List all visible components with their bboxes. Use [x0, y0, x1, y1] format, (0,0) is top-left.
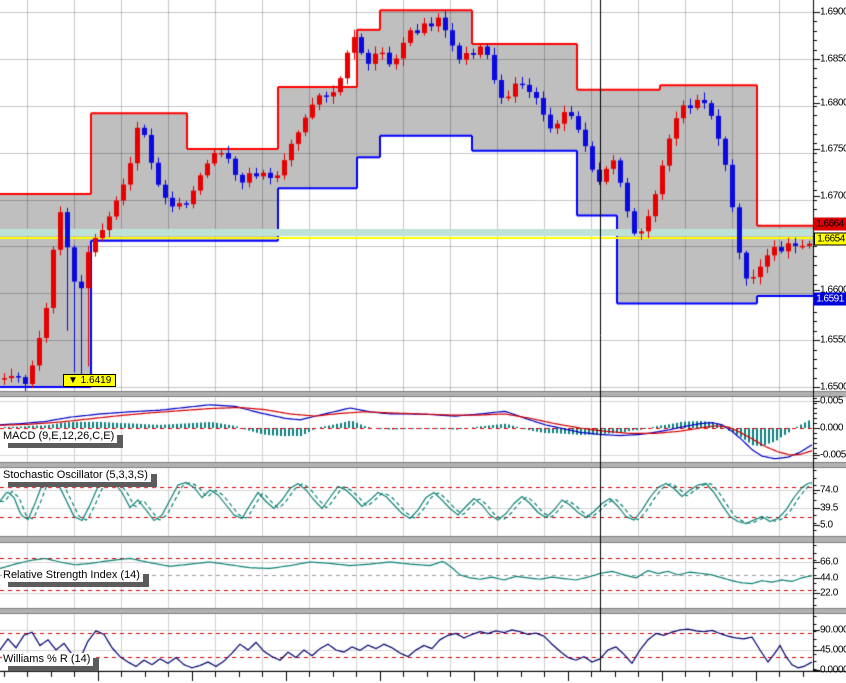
y-axis-label: 1.6800	[820, 97, 846, 109]
y-axis-label: 1.6500	[820, 381, 846, 393]
y-axis-label: 45.000	[820, 644, 846, 656]
box-top-price-badge: 1.6664	[814, 217, 846, 231]
y-axis-label: 1.6700	[820, 190, 846, 202]
y-axis-label: 22.0	[820, 587, 838, 599]
box-bottom-price-badge: 1.6591	[814, 292, 846, 306]
rsi-indicator-label: Relative Strength Index (14)	[2, 569, 143, 582]
macd-indicator-label: MACD (9,E,12,26,C,E)	[2, 430, 118, 443]
y-axis-label: 0.0000	[820, 664, 846, 676]
y-axis-label: 0.000	[820, 422, 844, 434]
y-axis-label: 74.0	[820, 484, 838, 496]
y-axis-label: 39.5	[820, 502, 838, 514]
y-axis-label: -0.005	[820, 449, 846, 461]
y-axis-label: 1.6850	[820, 53, 846, 65]
y-axis-label: 5.0	[820, 519, 833, 531]
swing-low-marker: ▼ 1.6419	[63, 374, 117, 387]
y-axis-label: 1.6900	[820, 6, 846, 18]
stochastic-indicator-label: Stochastic Oscillator (5,3,3,S)	[2, 469, 151, 482]
y-axis-label: 0.005	[820, 395, 844, 407]
y-axis-label: 1.6550	[820, 334, 846, 346]
y-axis-label: 44.0	[820, 572, 838, 584]
y-axis-label: 1.6600	[820, 284, 846, 296]
y-axis-label: 66.0	[820, 556, 838, 568]
y-axis-label: 90.000	[820, 624, 846, 636]
y-axis-label: 1.6750	[820, 143, 846, 155]
williams-indicator-label: Williams % R (14)	[2, 653, 94, 666]
current-price-badge: 1.6654	[814, 232, 846, 246]
